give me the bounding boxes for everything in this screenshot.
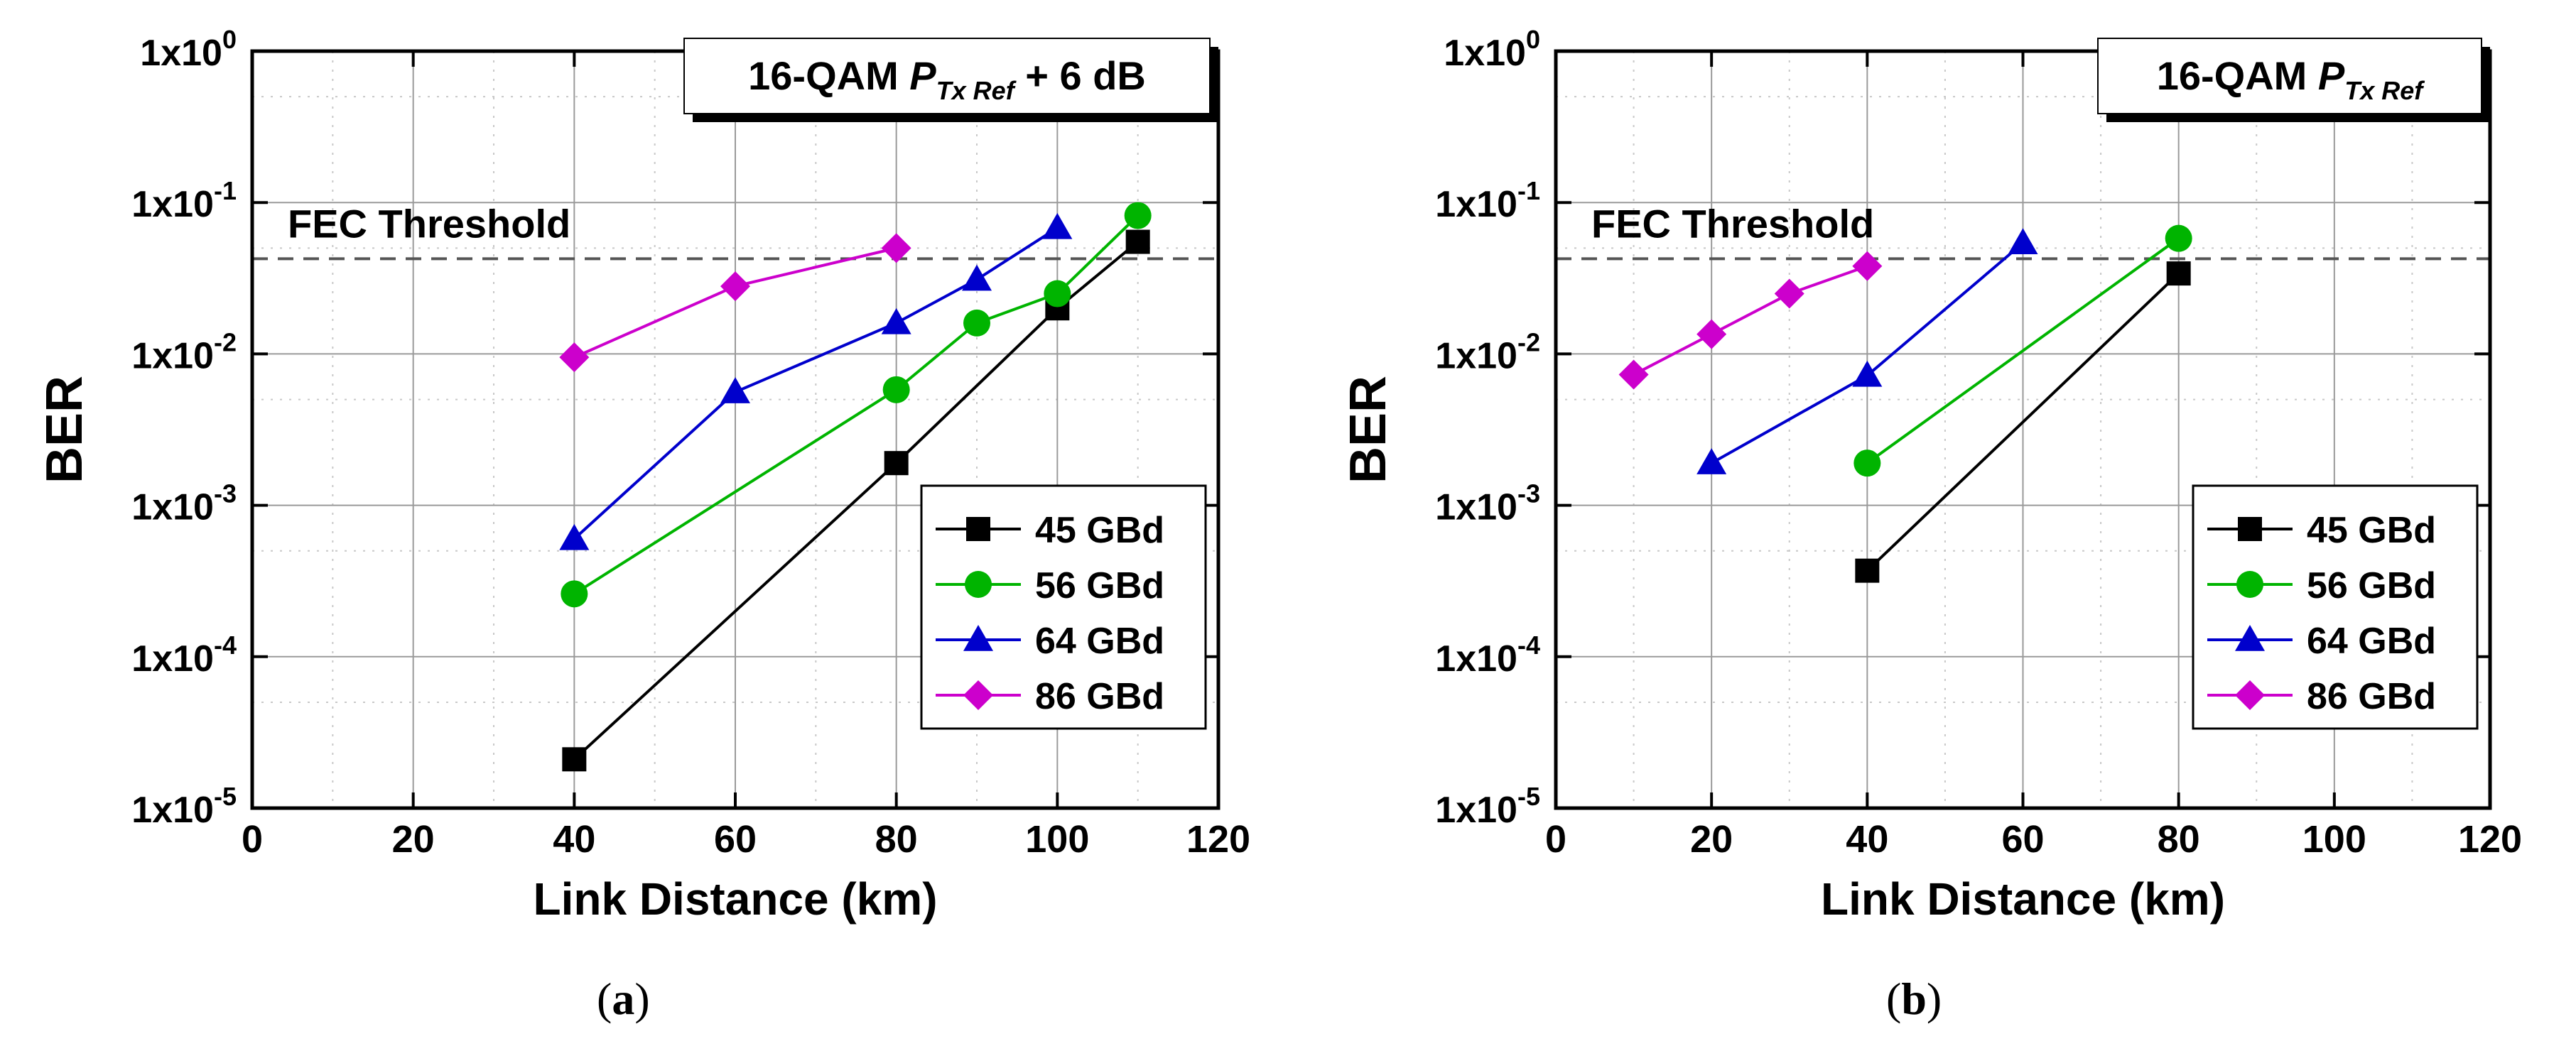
data-point-64-gbd xyxy=(559,523,590,550)
x-tick-label: 20 xyxy=(1690,818,1733,861)
x-axis-label: Link Distance (km) xyxy=(533,873,937,925)
x-tick-label: 0 xyxy=(1545,818,1566,861)
y-tick-label: 1x100 xyxy=(140,25,237,74)
y-tick-label: 1x10-5 xyxy=(1435,782,1540,831)
series-line-86-gbd xyxy=(1633,264,1868,376)
x-tick-label: 20 xyxy=(392,818,435,861)
fec-threshold-label: FEC Threshold xyxy=(1591,201,1874,246)
x-tick-label: 60 xyxy=(2001,818,2044,861)
data-point-45-gbd xyxy=(1855,558,1880,583)
data-point-86-gbd xyxy=(720,271,750,302)
series-line-45-gbd xyxy=(1866,272,2180,572)
data-point-56-gbd xyxy=(2165,224,2192,252)
legend-label-86-gbd: 86 GBd xyxy=(2307,676,2436,717)
legend-marker-45-gbd xyxy=(966,517,990,541)
y-tick-label: 1x10-4 xyxy=(131,631,237,680)
legend-marker-45-gbd xyxy=(2238,517,2262,541)
data-point-45-gbd xyxy=(562,747,587,772)
data-point-45-gbd xyxy=(2166,261,2191,286)
fec-threshold-label: FEC Threshold xyxy=(288,201,570,246)
data-point-86-gbd xyxy=(1696,319,1727,349)
x-tick-label: 120 xyxy=(1186,818,1250,861)
title-box xyxy=(683,38,1211,114)
y-axis-label: BER xyxy=(36,376,93,484)
data-point-86-gbd xyxy=(881,233,911,263)
x-tick-label: 100 xyxy=(2302,818,2366,861)
data-point-86-gbd xyxy=(1774,278,1804,309)
title-box xyxy=(2097,38,2482,114)
legend-marker-64-gbd xyxy=(963,625,993,651)
x-tick-label: 40 xyxy=(553,818,595,861)
y-tick-label: 1x10-1 xyxy=(131,176,237,225)
legend-label-45-gbd: 45 GBd xyxy=(2307,510,2436,551)
panel-label-b: (b) xyxy=(1886,974,1942,1024)
y-tick-label: 1x10-3 xyxy=(131,479,237,528)
data-point-86-gbd xyxy=(559,342,590,373)
data-point-56-gbd xyxy=(561,580,588,608)
x-tick-label: 120 xyxy=(2458,818,2522,861)
legend-label-45-gbd: 45 GBd xyxy=(1035,510,1164,551)
chart-panel-b: FEC Threshold 0 20 40 60 80 100 120 1x100 1x10-1 1… xyxy=(1340,25,2522,925)
legend-label-56-gbd: 56 GBd xyxy=(2307,565,2436,606)
x-axis-label: Link Distance (km) xyxy=(1821,873,2225,925)
x-tick-label: 100 xyxy=(1025,818,1089,861)
legend-label-56-gbd: 56 GBd xyxy=(1035,565,1164,606)
legend-marker-56-gbd xyxy=(965,571,992,598)
data-point-64-gbd xyxy=(962,264,992,291)
legend-marker-86-gbd xyxy=(2235,680,2265,710)
data-point-56-gbd xyxy=(1853,449,1881,477)
chart-title: 16-QAM PTx Ref + 6 dB xyxy=(748,53,1146,105)
y-tick-label: 1x100 xyxy=(1444,25,1540,74)
panel-label-a: (a) xyxy=(597,974,650,1024)
legend-marker-56-gbd xyxy=(2236,571,2263,598)
series-line-56-gbd xyxy=(1866,237,2180,464)
y-tick-label: 1x10-1 xyxy=(1435,176,1540,225)
data-point-64-gbd xyxy=(2008,228,2038,255)
series-line-45-gbd xyxy=(573,241,1139,761)
data-point-86-gbd xyxy=(1852,251,1883,281)
data-point-45-gbd xyxy=(1125,229,1150,254)
legend-label-64-gbd: 64 GBd xyxy=(2307,621,2436,662)
data-point-56-gbd xyxy=(882,376,910,403)
data-point-64-gbd xyxy=(720,377,750,403)
data-point-64-gbd xyxy=(1042,212,1073,239)
y-tick-label: 1x10-4 xyxy=(1435,631,1540,680)
y-tick-label: 1x10-3 xyxy=(1435,479,1540,528)
data-point-64-gbd xyxy=(1696,448,1727,474)
data-point-56-gbd xyxy=(963,309,990,337)
x-tick-label: 0 xyxy=(242,818,263,861)
y-tick-label: 1x10-5 xyxy=(131,782,237,831)
chart-title: 16-QAM PTx Ref xyxy=(2157,53,2425,105)
data-point-64-gbd xyxy=(881,307,911,334)
y-tick-label: 1x10-2 xyxy=(1435,327,1540,376)
legend-label-64-gbd: 64 GBd xyxy=(1035,621,1164,662)
data-point-45-gbd xyxy=(884,451,909,476)
x-tick-label: 80 xyxy=(2158,818,2200,861)
data-point-64-gbd xyxy=(1852,360,1883,387)
chart-panel-a: FEC Threshold 0 20 40 60 80 100 120 1x100 1x10-1 1… xyxy=(36,25,1250,925)
y-tick-label: 1x10-2 xyxy=(131,327,237,376)
legend-label-86-gbd: 86 GBd xyxy=(1035,676,1164,717)
legend-marker-64-gbd xyxy=(2235,625,2265,651)
x-tick-label: 60 xyxy=(714,818,757,861)
data-point-56-gbd xyxy=(1124,202,1152,229)
y-axis-label: BER xyxy=(1340,376,1397,484)
x-tick-label: 80 xyxy=(875,818,918,861)
x-tick-label: 40 xyxy=(1846,818,1888,861)
data-point-56-gbd xyxy=(1044,280,1071,307)
legend-marker-86-gbd xyxy=(963,680,993,710)
data-point-86-gbd xyxy=(1618,359,1649,390)
